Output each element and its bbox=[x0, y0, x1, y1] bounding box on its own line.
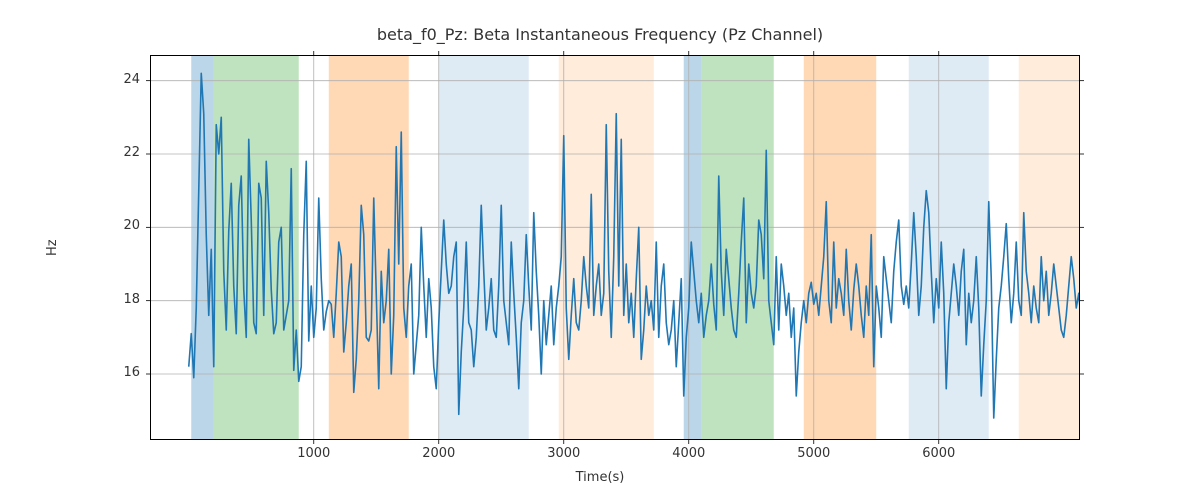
figure-container: beta_f0_Pz: Beta Instantaneous Frequency… bbox=[0, 0, 1200, 500]
y-tick-label: 22 bbox=[100, 145, 140, 160]
x-tick-label: 4000 bbox=[659, 446, 719, 461]
x-tick-label: 5000 bbox=[784, 446, 844, 461]
tick-marks bbox=[0, 0, 1200, 500]
x-tick-label: 3000 bbox=[534, 446, 594, 461]
y-tick-label: 16 bbox=[100, 365, 140, 380]
x-tick-label: 1000 bbox=[284, 446, 344, 461]
x-tick-label: 2000 bbox=[409, 446, 469, 461]
y-tick-label: 20 bbox=[100, 218, 140, 233]
x-tick-label: 6000 bbox=[909, 446, 969, 461]
y-tick-label: 24 bbox=[100, 72, 140, 87]
y-tick-label: 18 bbox=[100, 292, 140, 307]
